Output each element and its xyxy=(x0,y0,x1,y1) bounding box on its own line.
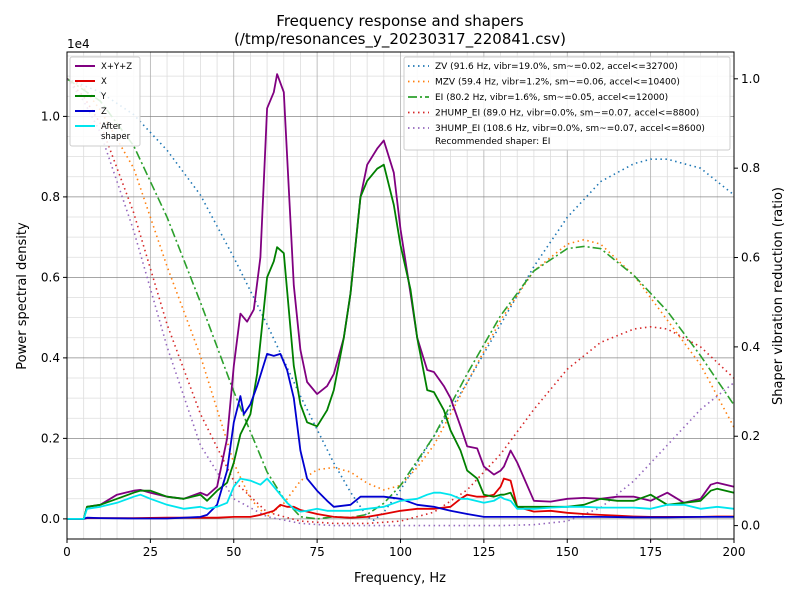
y2-axis-label: Shaper vibration reduction (ratio) xyxy=(771,187,786,405)
y-tick-label: 0.6 xyxy=(41,270,60,284)
y2-tick-label: 0.8 xyxy=(741,161,760,175)
y-tick-label: 0.8 xyxy=(41,190,60,204)
y-tick-label: 1.0 xyxy=(41,109,60,123)
shaper-legend: ZV (91.6 Hz, vibr=19.0%, sm~=0.02, accel… xyxy=(403,56,731,151)
psd-line-x xyxy=(67,477,734,520)
legend-label-after-shaper: After xyxy=(101,122,122,132)
y-axis-label: Power spectral density xyxy=(15,222,30,370)
shaper-line-ei xyxy=(66,78,735,520)
series-layer xyxy=(66,73,735,527)
legend-label-zv: ZV (91.6 Hz, vibr=19.0%, sm~=0.02, accel… xyxy=(435,62,678,72)
y2-tick-label: 0.0 xyxy=(741,519,760,533)
legend-label-ei: EI (80.2 Hz, vibr=1.6%, sm~=0.05, accel<… xyxy=(435,93,668,103)
x-tick-label: 200 xyxy=(723,545,746,559)
legend-label-x-y-z: X+Y+Z xyxy=(101,62,132,72)
y2-tick-label: 0.6 xyxy=(741,251,760,265)
x-tick-label: 25 xyxy=(143,545,158,559)
x-tick-label: 150 xyxy=(556,545,579,559)
psd-line-x-y-z xyxy=(67,73,735,520)
x-tick-label: 100 xyxy=(389,545,412,559)
legend-label-after-shaper-line2: shaper xyxy=(101,132,131,142)
y-axis-multiplier: 1e4 xyxy=(67,37,90,51)
y2-tick-label: 0.2 xyxy=(741,429,760,443)
chart-subtitle: (/tmp/resonances_y_20230317_220841.csv) xyxy=(234,30,566,49)
y-tick-label: 0.2 xyxy=(41,431,60,445)
x-tick-label: 75 xyxy=(309,545,324,559)
legend-label-2hump-ei: 2HUMP_EI (89.0 Hz, vibr=0.0%, sm~=0.07, … xyxy=(435,109,699,119)
x-tick-label: 175 xyxy=(639,545,662,559)
y-tick-label: 0.0 xyxy=(41,512,60,526)
x-axis-ticks: 0 25 50 75 100 125 150 175 200 xyxy=(63,539,745,559)
psd-line-after-shaper xyxy=(67,477,735,520)
x-tick-label: 50 xyxy=(226,545,241,559)
legend-label-3hump-ei: 3HUMP_EI (108.6 Hz, vibr=0.0%, sm~=0.07,… xyxy=(435,124,705,134)
x-axis-label: Frequency, Hz xyxy=(354,571,446,586)
shaper-line-zv xyxy=(66,78,735,522)
y2-axis-ticks: 0.0 0.2 0.4 0.6 0.8 1.0 xyxy=(734,72,760,533)
legend-label-z: Z xyxy=(101,107,107,117)
x-tick-label: 125 xyxy=(472,545,495,559)
shaper-line-mzv xyxy=(66,78,735,518)
shaper-legend-box xyxy=(403,56,731,151)
chart-title: Frequency response and shapers xyxy=(276,12,524,30)
y-tick-label: 0.4 xyxy=(41,351,60,365)
y2-tick-label: 0.4 xyxy=(741,340,760,354)
y2-tick-label: 1.0 xyxy=(741,72,760,86)
x-tick-label: 0 xyxy=(63,545,71,559)
legend-label-mzv: MZV (59.4 Hz, vibr=1.2%, sm~=0.06, accel… xyxy=(435,78,680,88)
psd-legend-box xyxy=(69,56,141,147)
legend-label-y: Y xyxy=(100,92,107,102)
legend-label-x: X xyxy=(101,77,107,87)
psd-line-z xyxy=(67,352,734,520)
shaper-line-3hump-ei xyxy=(66,78,735,527)
recommended-shaper-label: Recommended shaper: EI xyxy=(435,137,550,147)
y-axis-ticks: 0.0 0.2 0.4 0.6 0.8 1.0 xyxy=(41,109,67,526)
